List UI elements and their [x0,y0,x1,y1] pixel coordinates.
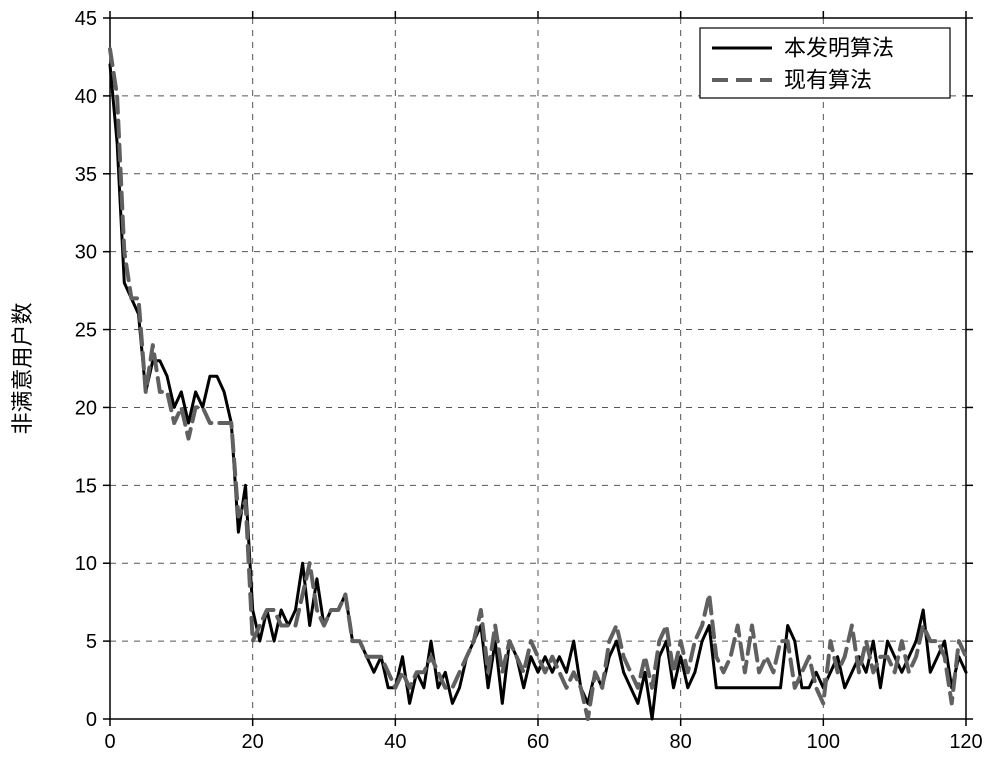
svg-text:120: 120 [949,731,982,753]
svg-text:35: 35 [75,164,97,186]
svg-text:60: 60 [527,731,549,753]
svg-text:5: 5 [86,631,97,653]
svg-text:45: 45 [75,8,97,30]
svg-text:15: 15 [75,475,97,497]
svg-text:10: 10 [75,553,97,575]
svg-text:0: 0 [86,709,97,731]
y-axis-label: 非满意用户数 [10,302,35,434]
legend-label-0: 本发明算法 [784,36,894,61]
line-chart: 0 20 40 60 80 100 120 0 5 10 15 20 25 30 35 40 45 非满意用户数 本… [0,0,1000,753]
svg-text:100: 100 [807,731,840,753]
svg-text:0: 0 [104,731,115,753]
svg-text:40: 40 [384,731,406,753]
svg-text:40: 40 [75,86,97,108]
svg-text:30: 30 [75,242,97,264]
legend-label-1: 现有算法 [784,68,872,93]
svg-text:80: 80 [670,731,692,753]
svg-text:25: 25 [75,320,97,342]
svg-text:20: 20 [242,731,264,753]
svg-text:20: 20 [75,397,97,419]
chart-svg: 0 20 40 60 80 100 120 0 5 10 15 20 25 30 35 40 45 非满意用户数 本… [0,0,1000,753]
